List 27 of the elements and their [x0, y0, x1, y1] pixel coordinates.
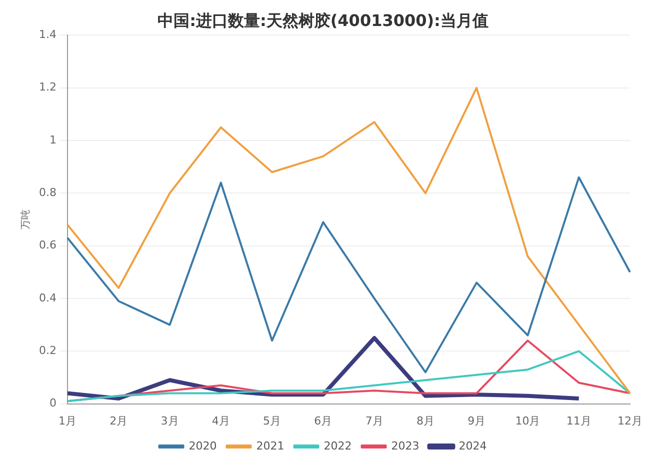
legend-label: 2020	[188, 439, 217, 452]
y-tick-label: 0.2	[38, 344, 56, 357]
x-tick-label: 1月	[58, 414, 76, 428]
y-tick-label: 1.2	[38, 80, 56, 94]
y-tick-label: 0.8	[38, 186, 56, 200]
x-tick-label: 9月	[468, 414, 486, 428]
x-tick-label: 11月	[566, 414, 592, 428]
x-tick-label: 7月	[365, 414, 384, 428]
x-tick-label: 8月	[416, 414, 434, 428]
x-tick-label: 3月	[160, 414, 179, 428]
chart-title: 中国:进口数量:天然树胶(40013000):当月值	[158, 10, 488, 30]
legend-label: 2022	[324, 439, 352, 452]
y-axis-title: 万吨	[20, 210, 32, 230]
legend-label: 2021	[256, 439, 284, 452]
y-tick-label: 0	[49, 396, 56, 410]
y-tick-label: 0.4	[38, 291, 56, 304]
x-tick-label: 6月	[314, 414, 332, 428]
legend-label: 2023	[391, 439, 420, 452]
x-tick-label: 4月	[212, 414, 230, 428]
y-tick-label: 0.6	[38, 238, 56, 252]
x-tick-label: 10月	[515, 414, 540, 428]
x-tick-label: 2月	[110, 414, 128, 428]
y-tick-label: 1.4	[38, 28, 56, 42]
y-tick-label: 1	[49, 133, 56, 146]
x-tick-label: 12月	[618, 414, 642, 428]
x-tick-label: 5月	[263, 414, 282, 428]
legend-label: 2024	[458, 439, 487, 452]
